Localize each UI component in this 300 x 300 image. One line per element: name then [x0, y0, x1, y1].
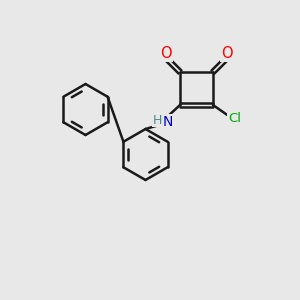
Text: H: H: [153, 114, 162, 127]
Text: Cl: Cl: [228, 112, 242, 125]
Text: N: N: [163, 116, 173, 130]
Text: O: O: [221, 46, 233, 61]
Text: O: O: [160, 46, 172, 61]
